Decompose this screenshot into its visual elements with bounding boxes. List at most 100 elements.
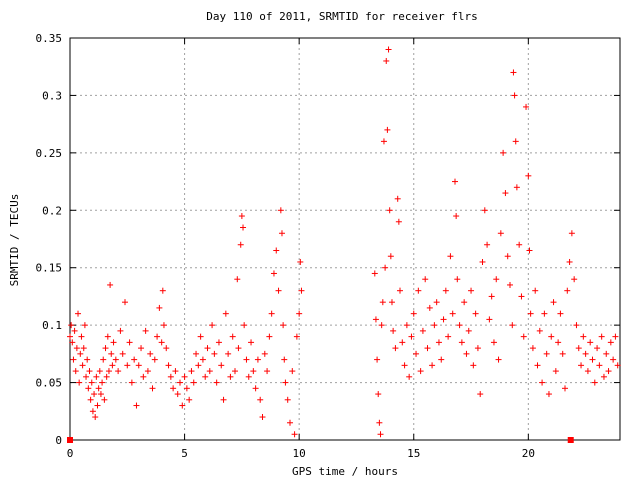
data-point [371, 270, 378, 277]
data-point [614, 362, 621, 369]
data-point [259, 414, 266, 421]
data-point [160, 322, 167, 329]
data-point [552, 368, 559, 375]
data-point [147, 350, 154, 357]
data-point [422, 276, 429, 283]
data-point [281, 356, 288, 363]
data-point [77, 350, 84, 357]
data-point [206, 368, 213, 375]
data-point [117, 327, 124, 334]
data-point [388, 299, 395, 306]
data-point [99, 379, 106, 386]
data-point [383, 57, 390, 64]
data-point [594, 345, 601, 352]
data-point [218, 362, 225, 369]
data-point [474, 345, 481, 352]
data-point [438, 356, 445, 363]
data-point [610, 356, 617, 363]
data-point [86, 368, 93, 375]
data-point [449, 310, 456, 317]
data-point [273, 247, 280, 254]
data-point [88, 379, 95, 386]
data-point [395, 218, 402, 225]
data-point [287, 419, 293, 426]
data-point [433, 299, 440, 306]
data-point [215, 339, 222, 346]
data-point [234, 276, 241, 283]
data-point [165, 362, 172, 369]
y-tick-label: 0.2 [42, 204, 62, 217]
data-point [204, 345, 211, 352]
data-point [174, 391, 181, 398]
data-point [536, 327, 543, 334]
data-point [596, 362, 603, 369]
data-point [403, 322, 410, 329]
y-tick-label: 0.3 [42, 89, 62, 102]
data-point [83, 373, 90, 380]
data-point [240, 224, 247, 231]
data-point [261, 350, 268, 357]
data-point [252, 385, 259, 392]
data-point [97, 391, 104, 398]
data-point [550, 299, 557, 306]
data-point [555, 339, 562, 346]
y-tick-label: 0.1 [42, 319, 62, 332]
data-point [534, 362, 541, 369]
data-point [101, 396, 108, 403]
data-point [172, 368, 179, 375]
data-point [270, 270, 277, 277]
data-point [419, 327, 426, 334]
data-point [445, 333, 452, 340]
data-point [222, 310, 229, 317]
chart-title: Day 110 of 2011, SRMTID for receiver flr… [206, 10, 478, 23]
data-point [67, 333, 73, 340]
data-point [468, 287, 475, 294]
data-point [512, 138, 519, 145]
data-point [250, 368, 257, 375]
data-point [511, 92, 518, 99]
data-point [591, 379, 598, 386]
data-point [124, 362, 131, 369]
data-point [95, 385, 102, 392]
data-point [109, 362, 116, 369]
data-point [582, 350, 589, 357]
data-point [463, 350, 470, 357]
data-point [238, 213, 245, 220]
data-point [472, 310, 479, 317]
data-point [69, 339, 76, 346]
data-point [72, 368, 79, 375]
data-point [94, 402, 101, 409]
data-point [562, 385, 568, 392]
data-point [195, 362, 202, 369]
data-point [584, 368, 591, 375]
data-point [76, 379, 83, 386]
data-point [170, 385, 177, 392]
data-point [225, 350, 232, 357]
data-point [104, 333, 111, 340]
data-point [280, 322, 287, 329]
data-point [248, 339, 255, 346]
data-point [490, 339, 497, 346]
data-point [142, 327, 149, 334]
data-point [426, 304, 433, 311]
data-point [80, 345, 87, 352]
data-point [213, 379, 220, 386]
data-point [257, 396, 264, 403]
grid-lines [70, 38, 620, 440]
data-point [119, 350, 126, 357]
data-point [100, 356, 107, 363]
data-point [275, 287, 282, 294]
x-tick-label: 10 [293, 447, 306, 460]
data-point [133, 402, 140, 409]
data-point [598, 333, 605, 340]
axis-marker [67, 437, 73, 443]
data-point [539, 379, 546, 386]
data-point [85, 385, 92, 392]
data-point [92, 414, 99, 421]
data-point [415, 287, 422, 294]
data-points [67, 46, 621, 443]
data-point [513, 184, 520, 191]
data-point [110, 339, 117, 346]
data-point [545, 391, 552, 398]
data-point [278, 230, 285, 237]
